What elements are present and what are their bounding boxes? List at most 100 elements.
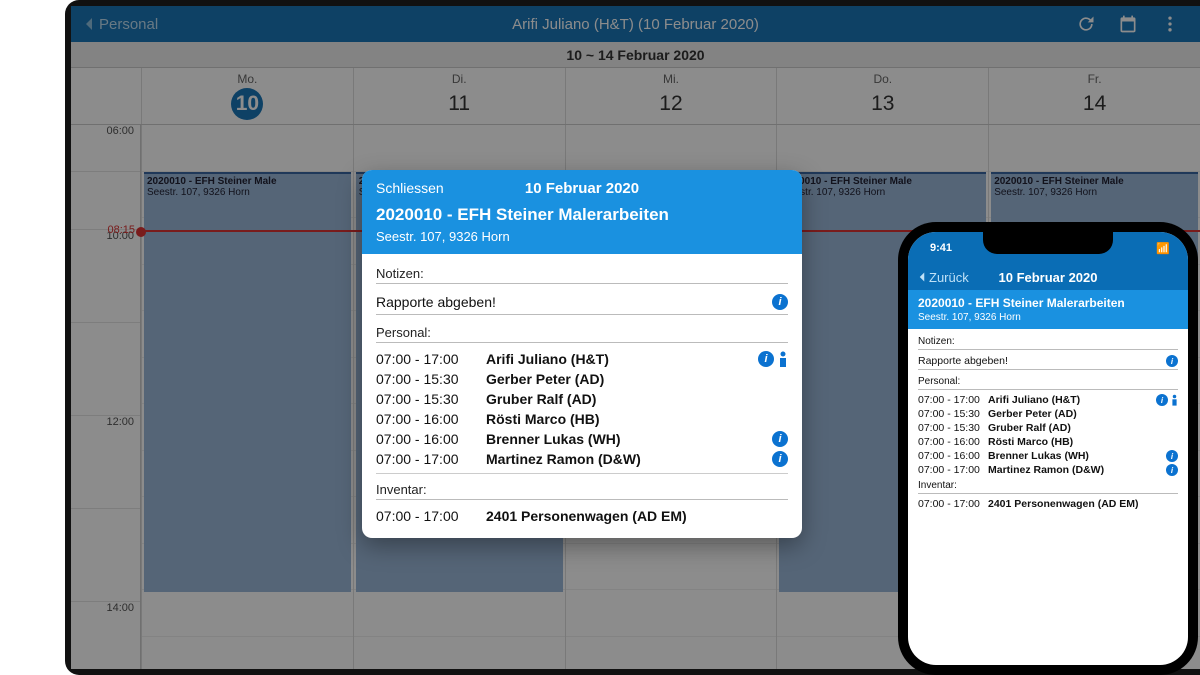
person-name: Gerber Peter (AD) — [988, 408, 1178, 420]
person-name: Martinez Ramon (D&W) — [486, 451, 772, 467]
phone-screen: 9:41 📶 Zurück 10 Februar 2020 2020010 - … — [908, 232, 1188, 665]
popover-title: 2020010 - EFH Steiner Malerarbeiten — [376, 205, 788, 225]
day-header[interactable]: Mi. 12 — [565, 68, 777, 124]
personal-list: 07:00 - 17:00Arifi Juliano (H&T)i07:00 -… — [376, 349, 788, 474]
person-name: Gerber Peter (AD) — [486, 371, 788, 387]
info-icon[interactable]: i — [1166, 464, 1178, 476]
day-name: Do. — [777, 72, 988, 86]
person-row[interactable]: 07:00 - 16:00Rösti Marco (HB) — [918, 435, 1178, 449]
person-row[interactable]: 07:00 - 16:00Rösti Marco (HB) — [376, 409, 788, 429]
phone-back-button[interactable]: Zurück — [916, 270, 969, 285]
page-title: Arifi Juliano (H&T) (10 Februar 2020) — [512, 16, 759, 33]
person-row[interactable]: 07:00 - 16:00Brenner Lukas (WH)i — [918, 449, 1178, 463]
person-row[interactable]: 07:00 - 17:002401 Personenwagen (AD EM) — [376, 506, 788, 526]
person-row[interactable]: 07:00 - 15:30Gruber Ralf (AD) — [918, 421, 1178, 435]
personal-list: 07:00 - 17:00Arifi Juliano (H&T)i07:00 -… — [918, 393, 1178, 477]
person-icon[interactable] — [778, 351, 788, 367]
note-row[interactable]: Rapporte abgeben! i — [918, 353, 1178, 370]
phone-nav: Zurück 10 Februar 2020 — [908, 264, 1188, 290]
inventar-list: 07:00 - 17:002401 Personenwagen (AD EM) — [918, 497, 1178, 511]
time-range: 07:00 - 15:30 — [376, 391, 486, 407]
person-row[interactable]: 07:00 - 17:00Arifi Juliano (H&T)i — [918, 393, 1178, 407]
phone-frame: 9:41 📶 Zurück 10 Februar 2020 2020010 - … — [898, 222, 1198, 675]
time-range: 07:00 - 17:00 — [376, 508, 486, 524]
refresh-icon[interactable] — [1076, 14, 1096, 34]
person-name: Martinez Ramon (D&W) — [988, 464, 1166, 476]
phone-notch — [983, 232, 1113, 254]
popover-header: Schliessen 10 Februar 2020 2020010 - EFH… — [362, 170, 802, 254]
personal-label: Personal: — [918, 373, 1178, 390]
popover-address: Seestr. 107, 9326 Horn — [376, 229, 788, 244]
note-row[interactable]: Rapporte abgeben! i — [376, 290, 788, 315]
person-icon[interactable] — [1171, 394, 1178, 406]
chevron-left-icon — [916, 270, 928, 284]
time-range: 07:00 - 16:00 — [376, 411, 486, 427]
back-button[interactable]: Personal — [81, 16, 158, 33]
person-name: Arifi Juliano (H&T) — [486, 351, 758, 367]
person-row[interactable]: 07:00 - 17:00Martinez Ramon (D&W)i — [376, 449, 788, 469]
phone-signal-icon: 📶 — [1156, 242, 1170, 255]
day-number: 14 — [1079, 88, 1111, 120]
person-row[interactable]: 07:00 - 17:002401 Personenwagen (AD EM) — [918, 497, 1178, 511]
day-name: Di. — [354, 72, 565, 86]
person-name: Rösti Marco (HB) — [988, 436, 1178, 448]
person-row[interactable]: 07:00 - 15:30Gruber Ralf (AD) — [376, 389, 788, 409]
chevron-left-icon — [81, 16, 97, 32]
info-icon[interactable]: i — [758, 351, 774, 367]
week-range: 10 ~ 14 Februar 2020 — [71, 42, 1200, 68]
info-icon[interactable]: i — [1156, 394, 1168, 406]
info-icon[interactable]: i — [1166, 450, 1178, 462]
info-icon[interactable]: i — [772, 451, 788, 467]
time-column: 06:0010:0012:0014:0016:00 — [71, 125, 141, 669]
person-row[interactable]: 07:00 - 15:30Gerber Peter (AD) — [918, 407, 1178, 421]
day-header[interactable]: Do. 13 — [776, 68, 988, 124]
day-header[interactable]: Fr. 14 — [988, 68, 1200, 124]
close-button[interactable]: Schliessen — [376, 180, 444, 196]
time-range: 07:00 - 15:30 — [918, 422, 988, 434]
info-icon[interactable]: i — [772, 294, 788, 310]
more-icon[interactable] — [1160, 14, 1180, 34]
day-number: 10 — [231, 88, 263, 120]
personal-label: Personal: — [376, 321, 788, 343]
day-number: 13 — [867, 88, 899, 120]
info-icon[interactable]: i — [772, 431, 788, 447]
day-number: 11 — [443, 88, 475, 120]
day-number: 12 — [655, 88, 687, 120]
person-row[interactable]: 07:00 - 15:30Gerber Peter (AD) — [376, 369, 788, 389]
phone-date: 10 Februar 2020 — [998, 270, 1097, 285]
calendar-icon[interactable] — [1118, 14, 1138, 34]
person-name: Gruber Ralf (AD) — [486, 391, 788, 407]
phone-body: Notizen: Rapporte abgeben! i Personal: 0… — [908, 329, 1188, 515]
calendar-event[interactable]: 2020010 - EFH Steiner MaleSeestr. 107, 9… — [144, 172, 351, 592]
inventar-label: Inventar: — [918, 477, 1178, 494]
day-header[interactable]: Mo.10 — [141, 68, 353, 124]
person-name: Brenner Lukas (WH) — [486, 431, 772, 447]
day-name: Fr. — [989, 72, 1200, 86]
person-row[interactable]: 07:00 - 16:00Brenner Lukas (WH)i — [376, 429, 788, 449]
inventar-list: 07:00 - 17:002401 Personenwagen (AD EM) — [376, 506, 788, 526]
notes-label: Notizen: — [918, 333, 1178, 350]
event-popover: Schliessen 10 Februar 2020 2020010 - EFH… — [362, 170, 802, 538]
now-label: 08:15 — [71, 224, 141, 236]
time-range: 07:00 - 16:00 — [918, 436, 988, 448]
popover-date: 10 Februar 2020 — [525, 180, 639, 197]
time-range: 07:00 - 16:00 — [376, 431, 486, 447]
tablet-header: Personal Arifi Juliano (H&T) (10 Februar… — [71, 6, 1200, 42]
phone-time: 9:41 — [930, 242, 952, 254]
day-header-row: Mo.10Di. 11 Mi. 12 Do. 13 Fr. 14 — [71, 68, 1200, 125]
note-text: Rapporte abgeben! — [376, 294, 772, 310]
person-row[interactable]: 07:00 - 17:00Arifi Juliano (H&T)i — [376, 349, 788, 369]
info-icon[interactable]: i — [1166, 355, 1178, 367]
person-name: 2401 Personenwagen (AD EM) — [486, 508, 788, 524]
person-name: Arifi Juliano (H&T) — [988, 394, 1156, 406]
inventar-label: Inventar: — [376, 478, 788, 500]
day-column[interactable]: 2020010 - EFH Steiner MaleSeestr. 107, 9… — [141, 125, 353, 669]
person-name: 2401 Personenwagen (AD EM) — [988, 498, 1178, 510]
popover-body: Notizen: Rapporte abgeben! i Personal: 0… — [362, 254, 802, 538]
day-header[interactable]: Di. 11 — [353, 68, 565, 124]
time-range: 07:00 - 15:30 — [376, 371, 486, 387]
time-range: 07:00 - 17:00 — [918, 464, 988, 476]
day-name: Mi. — [566, 72, 777, 86]
person-name: Rösti Marco (HB) — [486, 411, 788, 427]
person-row[interactable]: 07:00 - 17:00Martinez Ramon (D&W)i — [918, 463, 1178, 477]
